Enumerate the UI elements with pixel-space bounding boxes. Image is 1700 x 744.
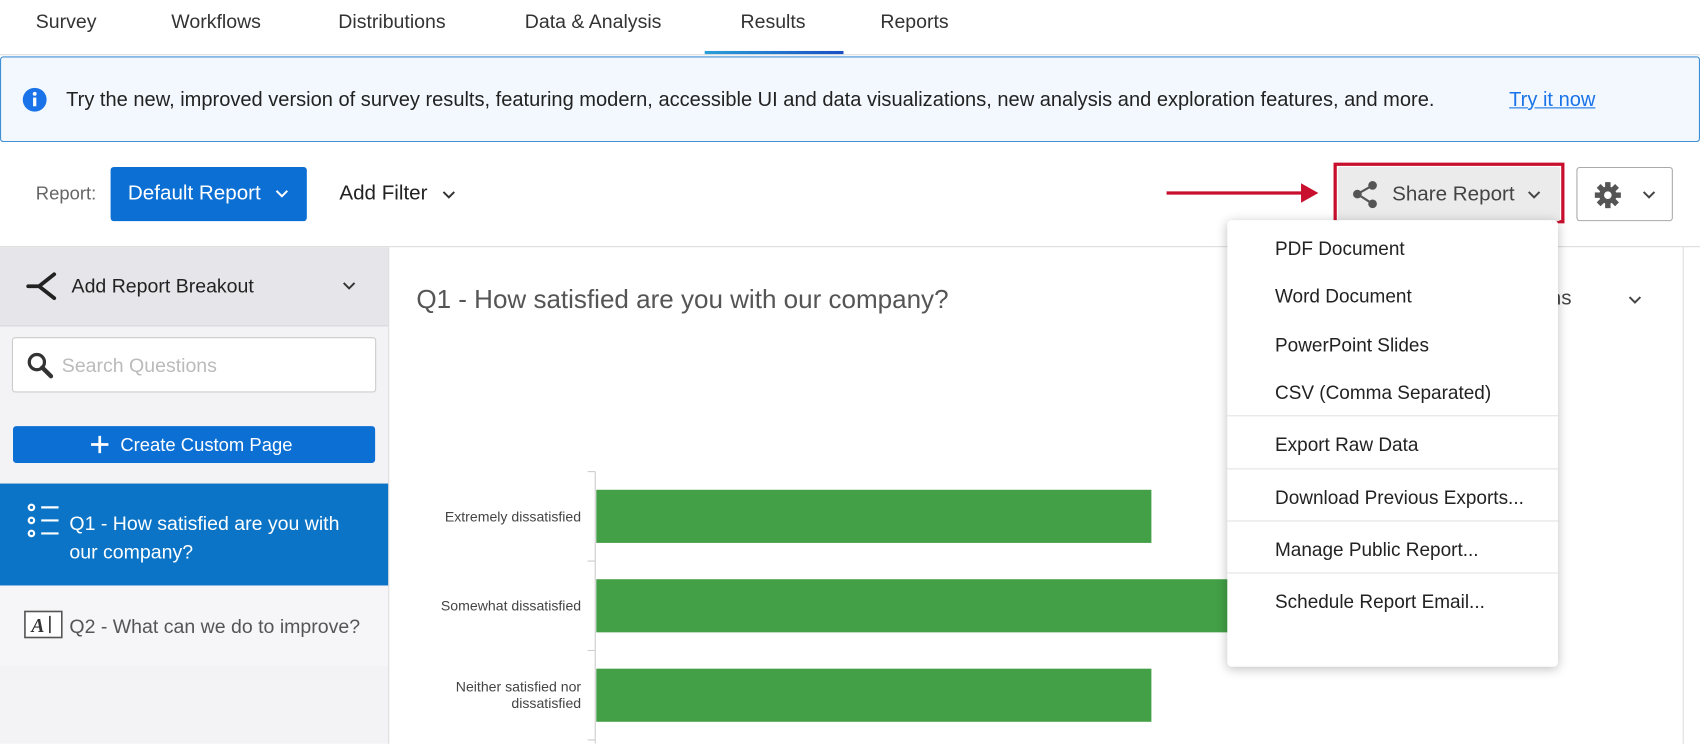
menu-item[interactable]: Schedule Report Email...	[1274, 590, 1485, 613]
search-box[interactable]: Search Questions	[11, 337, 377, 393]
search-icon	[27, 352, 54, 379]
chevron	[1528, 191, 1541, 199]
menu-item[interactable]: PowerPoint Slides	[1274, 333, 1429, 356]
share-button-text: Share Report	[1392, 183, 1515, 206]
question-text: Q1 - How satisfied are you with our comp…	[69, 512, 340, 563]
menu-item[interactable]: Export Raw Data	[1274, 433, 1419, 456]
menu-item[interactable]: Download Previous Exports...	[1274, 486, 1524, 508]
category-label: Somewhat dissatisfied	[440, 597, 582, 614]
share-icon	[1353, 181, 1377, 209]
divider	[0, 54, 1700, 56]
menu-item[interactable]: PDF Document	[1274, 237, 1405, 260]
banner: Try the new, improved version of survey …	[0, 56, 1700, 143]
create-page-text: Create Custom Page	[120, 434, 293, 456]
svg-text:A: A	[29, 616, 44, 637]
chevron	[442, 191, 455, 199]
sidebar: Add Report Breakout Search Questions Cre…	[0, 247, 390, 744]
tab[interactable]: Reports	[880, 10, 949, 33]
breakout-icon	[26, 272, 57, 301]
report-label: Report:	[35, 183, 97, 204]
report-button-text: Default Report	[127, 182, 261, 205]
bar	[596, 668, 1152, 722]
banner-link[interactable]: Try it now	[1509, 87, 1596, 111]
breakout-row[interactable]: Add Report Breakout	[0, 247, 389, 327]
divider	[0, 246, 1700, 248]
category-label: Extremely dissatisfied	[444, 508, 582, 525]
menu-item[interactable]: Manage Public Report...	[1274, 538, 1479, 561]
search-placeholder: Search Questions	[61, 354, 217, 377]
red-arrow	[1166, 183, 1319, 203]
chevron	[342, 282, 356, 290]
chevron	[1628, 296, 1642, 304]
tab[interactable]: Workflows	[171, 10, 261, 33]
question-text: Q2 - What can we do to improve?	[69, 615, 361, 638]
menu-item[interactable]: Word Document	[1274, 285, 1412, 308]
question-title: Q1 - How satisfied are you with our comp…	[416, 285, 949, 315]
tab[interactable]: Survey	[35, 10, 97, 33]
list-icon	[27, 503, 59, 538]
menu-item[interactable]: CSV (Comma Separated)	[1274, 381, 1492, 404]
info-icon	[22, 87, 47, 112]
add-filter[interactable]: Add Filter	[339, 182, 428, 205]
question-item[interactable]: A Q2 - What can we do to improve?	[0, 586, 389, 666]
tab[interactable]: Distributions	[338, 10, 446, 33]
report-button[interactable]: Default Report	[110, 166, 307, 222]
plus-icon	[91, 435, 109, 454]
menu-separator	[1227, 572, 1558, 574]
chevron	[1642, 191, 1656, 199]
breakout-text: Add Report Breakout	[71, 275, 254, 298]
tab[interactable]: Data & Analysis	[524, 10, 662, 33]
menu-separator	[1227, 520, 1558, 522]
share-button[interactable]: Share Report	[1337, 166, 1561, 222]
banner-text: Try the new, improved version of survey …	[66, 87, 1435, 111]
menu-separator	[1227, 415, 1558, 417]
chevron	[275, 190, 288, 198]
create-page-button[interactable]: Create Custom Page	[13, 426, 376, 463]
question-item[interactable]: Q1 - How satisfied are you with our comp…	[0, 483, 389, 586]
menu-separator	[1227, 467, 1558, 469]
gear-icon	[1594, 182, 1621, 209]
category-label: Neither satisfied nor dissatisfied	[455, 678, 582, 712]
tab[interactable]: Results	[740, 10, 806, 33]
active-tab-underline	[704, 50, 844, 55]
share-menu: PDF Document Word Document PowerPoint Slid…	[1227, 220, 1558, 667]
bar	[596, 489, 1152, 543]
settings-button[interactable]	[1576, 166, 1673, 222]
divider	[1682, 247, 1684, 744]
text-entry-icon: A	[24, 610, 63, 639]
